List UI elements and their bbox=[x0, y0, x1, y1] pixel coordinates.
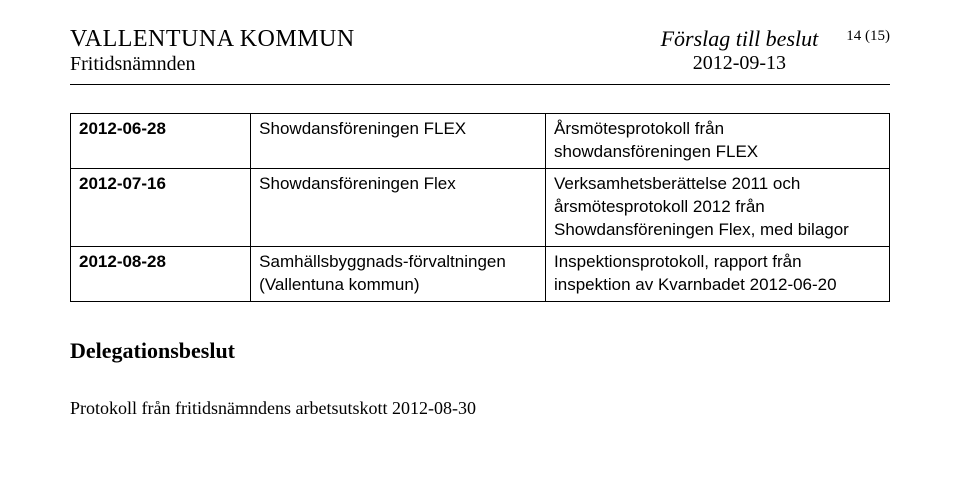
cell-who: Showdansföreningen Flex bbox=[251, 168, 546, 246]
header-right: Förslag till beslut 2012-09-13 14 (15) bbox=[661, 26, 890, 75]
data-table: 2012-06-28 Showdansföreningen FLEX Årsmö… bbox=[70, 113, 890, 302]
cell-what: Inspektionsprotokoll, rapport från inspe… bbox=[546, 246, 890, 301]
page-header: VALLENTUNA KOMMUN Fritidsnämnden Förslag… bbox=[70, 26, 890, 76]
organization-name: VALLENTUNA KOMMUN bbox=[70, 26, 355, 53]
footer-text: Protokoll från fritidsnämndens arbetsuts… bbox=[70, 398, 890, 419]
table-row: 2012-07-16 Showdansföreningen Flex Verks… bbox=[71, 168, 890, 246]
document-date: 2012-09-13 bbox=[661, 52, 819, 75]
cell-date: 2012-07-16 bbox=[71, 168, 251, 246]
cell-what: Årsmötesprotokoll från showdansföreninge… bbox=[546, 114, 890, 169]
cell-date: 2012-06-28 bbox=[71, 114, 251, 169]
header-rule bbox=[70, 84, 890, 85]
section-heading: Delegationsbeslut bbox=[70, 338, 890, 364]
table-row: 2012-06-28 Showdansföreningen FLEX Årsmö… bbox=[71, 114, 890, 169]
cell-who: Samhällsbyggnads-förvaltningen (Vallentu… bbox=[251, 246, 546, 301]
cell-what: Verksamhetsberättelse 2011 och årsmötesp… bbox=[546, 168, 890, 246]
committee-name: Fritidsnämnden bbox=[70, 53, 355, 76]
document-title: Förslag till beslut bbox=[661, 26, 819, 52]
page: VALLENTUNA KOMMUN Fritidsnämnden Förslag… bbox=[0, 0, 960, 501]
cell-who: Showdansföreningen FLEX bbox=[251, 114, 546, 169]
cell-date: 2012-08-28 bbox=[71, 246, 251, 301]
data-table-body: 2012-06-28 Showdansföreningen FLEX Årsmö… bbox=[71, 114, 890, 302]
table-row: 2012-08-28 Samhällsbyggnads-förvaltninge… bbox=[71, 246, 890, 301]
header-left: VALLENTUNA KOMMUN Fritidsnämnden bbox=[70, 26, 355, 76]
header-title-date: Förslag till beslut 2012-09-13 bbox=[661, 26, 819, 75]
page-number: 14 (15) bbox=[846, 26, 890, 45]
